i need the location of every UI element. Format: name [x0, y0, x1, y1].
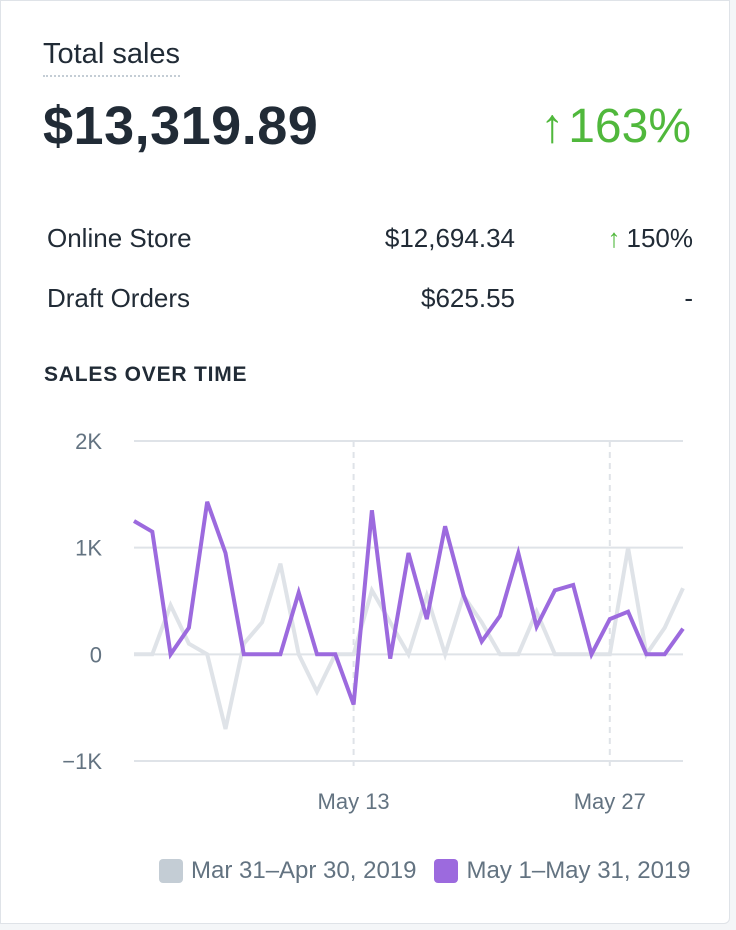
y-tick-label: 2K	[75, 429, 102, 454]
y-tick-label: 0	[90, 642, 102, 667]
y-tick-label: −1K	[62, 749, 102, 774]
series-line-current	[132, 501, 685, 706]
chart-legend: Mar 31–Apr 30, 2019 May 1–May 31, 2019	[159, 857, 709, 885]
card-title[interactable]: Total sales	[43, 35, 181, 77]
legend-item-previous[interactable]: Mar 31–Apr 30, 2019	[159, 857, 416, 885]
channel-label: Online Store	[47, 223, 192, 253]
breakdown-row-online-store: Online Store $12,694.34 ↑ 150%	[47, 211, 693, 271]
total-growth: ↑ 163%	[540, 97, 691, 157]
legend-swatch-previous	[159, 859, 183, 883]
y-tick-label: 1K	[75, 536, 102, 561]
channel-change: -	[678, 281, 693, 315]
up-arrow-icon: ↑	[540, 100, 565, 153]
chart-title: SALES OVER TIME	[44, 363, 248, 386]
channel-value: $12,694.34	[384, 223, 515, 253]
legend-item-current[interactable]: May 1–May 31, 2019	[434, 857, 691, 885]
legend-swatch-current	[434, 859, 459, 883]
legend-label-previous: Mar 31–Apr 30, 2019	[191, 857, 417, 884]
x-tick-label: May 13	[318, 789, 390, 814]
total-sales-value: $13,319.89	[43, 96, 319, 156]
sales-over-time-chart[interactable]: 2K 1K 0 −1K May 13 May 27	[1, 1, 731, 841]
channel-label: Draft Orders	[47, 283, 191, 313]
legend-label-current: May 1–May 31, 2019	[466, 857, 691, 884]
channel-breakdown: Online Store $12,694.34 ↑ 150% Draft Orde…	[47, 211, 693, 331]
channel-change-percent: -	[684, 283, 693, 313]
total-growth-percent: 163%	[568, 100, 691, 153]
channel-change-percent: 150%	[626, 223, 694, 253]
up-arrow-icon: ↑	[607, 223, 621, 253]
channel-change: ↑ 150%	[608, 221, 694, 255]
x-tick-label: May 27	[574, 789, 646, 814]
breakdown-row-draft-orders: Draft Orders $625.55 -	[47, 271, 693, 331]
channel-value: $625.55	[421, 283, 515, 313]
